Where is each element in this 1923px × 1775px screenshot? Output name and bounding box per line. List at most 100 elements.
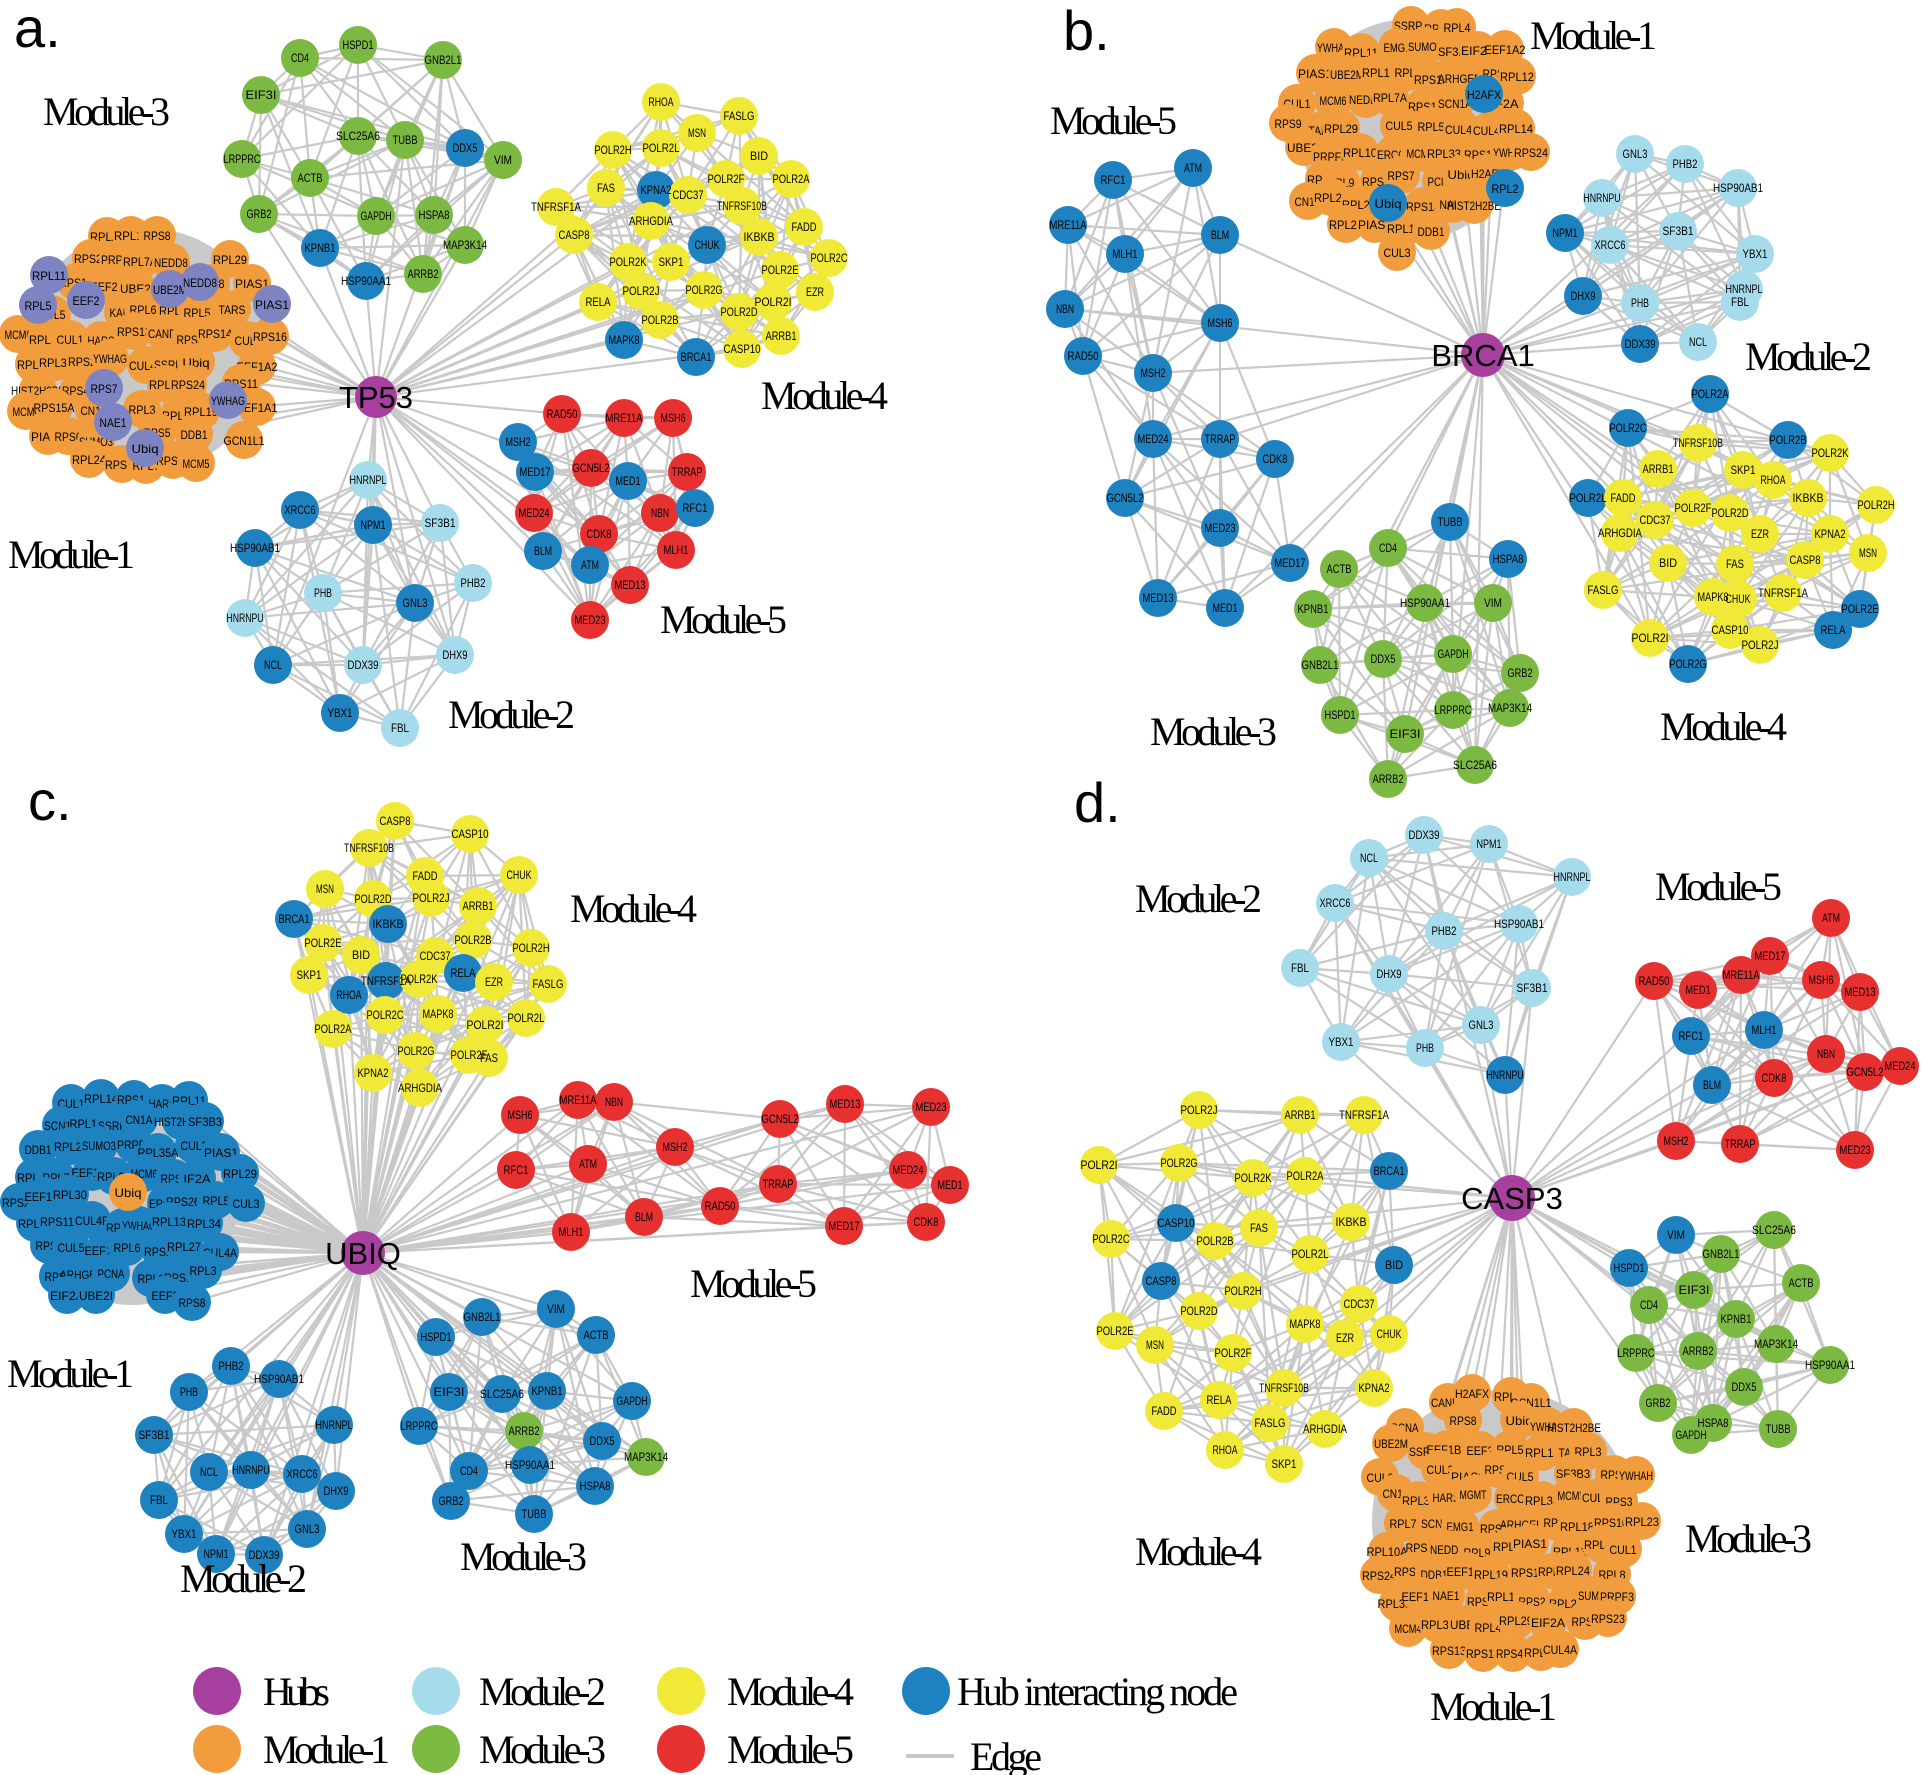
svg-text:NBN: NBN [605,1095,623,1109]
svg-text:MED24: MED24 [519,506,550,520]
svg-text:DDB1: DDB1 [1418,225,1445,239]
svg-text:a.: a. [14,0,61,59]
svg-text:RPS7: RPS7 [1388,169,1415,183]
svg-text:HNRNPU: HNRNPU [233,1463,270,1477]
svg-text:LRPPRC: LRPPRC [401,1419,438,1433]
svg-text:DDB1: DDB1 [181,428,208,442]
svg-text:POLR2H: POLR2H [595,143,632,157]
svg-text:DDX5: DDX5 [453,141,478,155]
svg-text:RPS9: RPS9 [1275,117,1302,131]
svg-text:POLR2A: POLR2A [1692,387,1729,401]
svg-text:RPL14: RPL14 [1499,122,1533,136]
svg-text:GNB2L1: GNB2L1 [464,1310,501,1324]
svg-text:HIST2H2BE: HIST2H2BE [1547,1421,1601,1435]
svg-text:TNFRSF10B: TNFRSF10B [1673,436,1723,450]
svg-text:Ubiq: Ubiq [115,1186,142,1200]
svg-text:RPS18: RPS18 [1406,200,1440,214]
svg-text:MED1: MED1 [1686,983,1711,997]
svg-text:FADD: FADD [1152,1404,1177,1418]
svg-text:CDK8: CDK8 [587,527,612,541]
svg-text:TUBB: TUBB [1766,1422,1791,1436]
svg-text:MED17: MED17 [1755,949,1786,963]
svg-text:ATM: ATM [579,1157,597,1171]
svg-text:ACTB: ACTB [584,1328,609,1342]
svg-text:RPL18: RPL18 [1560,1520,1594,1534]
svg-text:CDK8: CDK8 [1263,452,1288,466]
svg-text:RAD50: RAD50 [547,407,578,421]
svg-text:Module-1: Module-1 [1530,13,1657,58]
svg-text:EIF2A: EIF2A [50,1289,84,1303]
svg-text:XRCC6: XRCC6 [1595,238,1626,252]
svg-text:HNRNPL: HNRNPL [316,1418,353,1432]
svg-text:DDX39: DDX39 [1625,337,1656,351]
svg-text:IKBKB: IKBKB [744,230,775,244]
svg-text:GNL3: GNL3 [1623,147,1648,161]
svg-text:CASP8: CASP8 [559,228,590,242]
svg-text:YWHAH: YWHAH [1619,1469,1653,1483]
svg-text:RPL4: RPL4 [1475,1621,1502,1635]
svg-text:HSP90AA1: HSP90AA1 [1805,1358,1855,1372]
svg-text:YBX1: YBX1 [172,1527,197,1541]
svg-text:BLM: BLM [635,1210,653,1224]
svg-text:NCL: NCL [200,1465,218,1479]
svg-text:RPS11: RPS11 [40,1215,74,1229]
svg-text:GNL3: GNL3 [295,1522,320,1536]
svg-text:HSP90AA1: HSP90AA1 [505,1458,555,1472]
svg-text:FBL: FBL [1291,961,1309,975]
svg-text:RPL27: RPL27 [167,1240,201,1254]
svg-text:RPL31: RPL31 [1421,1618,1455,1632]
svg-text:RFC1: RFC1 [683,501,708,515]
svg-text:ATM: ATM [1822,911,1840,925]
svg-text:POLR2I: POLR2I [755,295,792,309]
svg-text:BID: BID [1659,556,1677,570]
svg-text:CUL3: CUL3 [1427,1463,1454,1477]
svg-text:DDX39: DDX39 [1409,828,1440,842]
svg-text:POLR2H: POLR2H [1858,498,1895,512]
svg-text:VIM: VIM [1484,596,1502,610]
svg-text:KPNB1: KPNB1 [1721,1312,1752,1326]
svg-text:DHX9: DHX9 [1377,967,1402,981]
svg-text:HSPA8: HSPA8 [419,208,450,222]
svg-text:GRB2: GRB2 [1646,1396,1671,1410]
svg-text:POLR2F: POLR2F [708,172,745,186]
svg-text:b.: b. [1063,0,1110,62]
svg-text:CUL5: CUL5 [1386,119,1413,133]
svg-text:POLR2L: POLR2L [1292,1247,1329,1261]
svg-text:KPNB1: KPNB1 [305,241,336,255]
svg-text:POLR2B: POLR2B [642,313,679,327]
svg-text:FADD: FADD [792,220,817,234]
svg-text:FAS: FAS [1726,557,1744,571]
svg-text:Ubiq: Ubiq [1375,197,1402,211]
svg-text:EIF3I: EIF3I [434,1385,465,1399]
svg-text:POLR2J: POLR2J [623,284,660,298]
svg-text:IKBKB: IKBKB [1793,491,1824,505]
svg-text:HSPA8: HSPA8 [1493,552,1524,566]
svg-text:KPNA2: KPNA2 [1359,1381,1390,1395]
svg-text:POLR2D: POLR2D [1181,1304,1218,1318]
svg-text:ARRB1: ARRB1 [1285,1108,1316,1122]
svg-text:GNL3: GNL3 [1469,1018,1494,1032]
svg-text:NBN: NBN [651,506,669,520]
svg-text:CHUK: CHUK [695,238,720,252]
svg-text:RPL24: RPL24 [72,453,106,467]
svg-text:MED17: MED17 [1275,556,1306,570]
svg-text:GAPDH: GAPDH [361,209,392,223]
svg-text:Module-2: Module-2 [479,1669,606,1714]
svg-text:RFC1: RFC1 [1679,1029,1704,1043]
svg-text:Module-5: Module-5 [690,1261,817,1306]
svg-text:RPS24: RPS24 [1514,146,1548,160]
svg-text:NEDD8: NEDD8 [154,256,188,270]
svg-text:MSN: MSN [1859,546,1877,560]
svg-text:CASP10: CASP10 [1158,1216,1195,1230]
svg-text:Module-3: Module-3 [43,89,170,134]
svg-text:CHUK: CHUK [507,868,532,882]
svg-text:SF3B3: SF3B3 [188,1115,222,1129]
svg-text:FBL: FBL [150,1493,168,1507]
svg-text:DDX39: DDX39 [348,658,379,672]
svg-text:MED17: MED17 [829,1219,860,1233]
svg-text:SLC25A6: SLC25A6 [480,1387,524,1401]
svg-text:LRPPRC: LRPPRC [1618,1346,1655,1360]
svg-text:MSH6: MSH6 [1208,316,1233,330]
svg-text:H2AFX: H2AFX [1455,1387,1489,1401]
svg-text:Module-1: Module-1 [263,1727,390,1772]
